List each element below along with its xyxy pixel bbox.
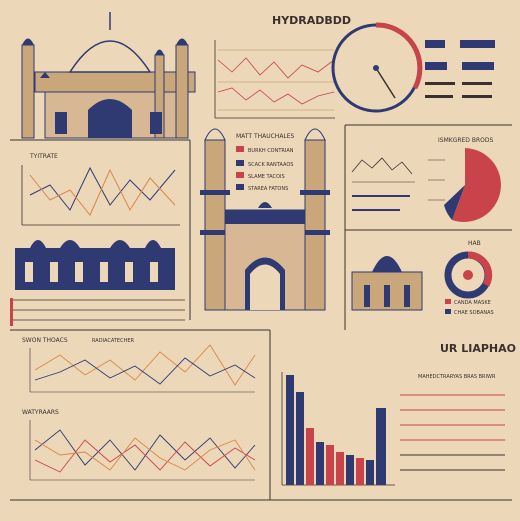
bottom-left-chart-upper: SWON THOACS RADIACATECHER [22, 337, 256, 393]
gauge-chart [331, 22, 423, 113]
charminar-illustration [200, 128, 330, 311]
center-block-heading: MATT THAUCHALES [236, 133, 295, 140]
right-pie-chart [428, 148, 501, 222]
center-info-block: MATT THAUCHALES BURKH CONTRIAN SCACK RAN… [236, 133, 295, 192]
mosque-illustration [21, 12, 196, 139]
center-list-item-1: BURKH CONTRIAN [248, 148, 294, 154]
center-list-item-3: SLAME TACOIS [248, 174, 285, 180]
left-chart-label: TYITRATE [29, 153, 58, 160]
bottom-right-ledger [400, 394, 505, 471]
right-mid-header: ISMKGRED BRODS [438, 137, 493, 144]
left-upper-line-chart: TYITRATE [21, 153, 180, 226]
palace-ledger-lines [12, 299, 185, 321]
right-pie-tag: HAB [468, 240, 481, 247]
top-right-bars [425, 40, 495, 98]
right-arch-label-1: CANDA MASKE [454, 300, 491, 306]
center-list-item-2: SCACK RANTAAOS [248, 162, 293, 168]
palace-illustration [15, 240, 175, 290]
right-arch-legend: CANDA MASKE CHAE SOBANAS [445, 299, 494, 316]
donut-chart [444, 251, 493, 299]
right-arch-label-2: CHAE SOBANAS [454, 310, 494, 316]
bottom-left-header-2: RADIACATECHER [92, 338, 134, 344]
frame-lines [10, 124, 512, 501]
bottom-right-bar-chart [281, 372, 395, 486]
bottom-right-subtitle: MAHEDCTRARYAS BRAS BRIWR [418, 374, 496, 380]
small-mosque-illustration [351, 256, 423, 311]
right-mid-line-chart: ISMKGRED BRODS [351, 137, 493, 211]
bottom-left-header-1: SWON THOACS [22, 337, 68, 344]
poster-title: HYDRADBDD [272, 14, 351, 27]
ledger-marker [10, 298, 13, 326]
bottom-left-header-3: WATYRAARS [22, 409, 59, 416]
bottom-left-chart-lower: WATYRAARS [22, 409, 256, 481]
center-list-item-4: STAREA FATONS [248, 186, 288, 192]
top-line-chart [214, 40, 335, 119]
bottom-right-title: UR LIAPHAO [440, 342, 516, 355]
